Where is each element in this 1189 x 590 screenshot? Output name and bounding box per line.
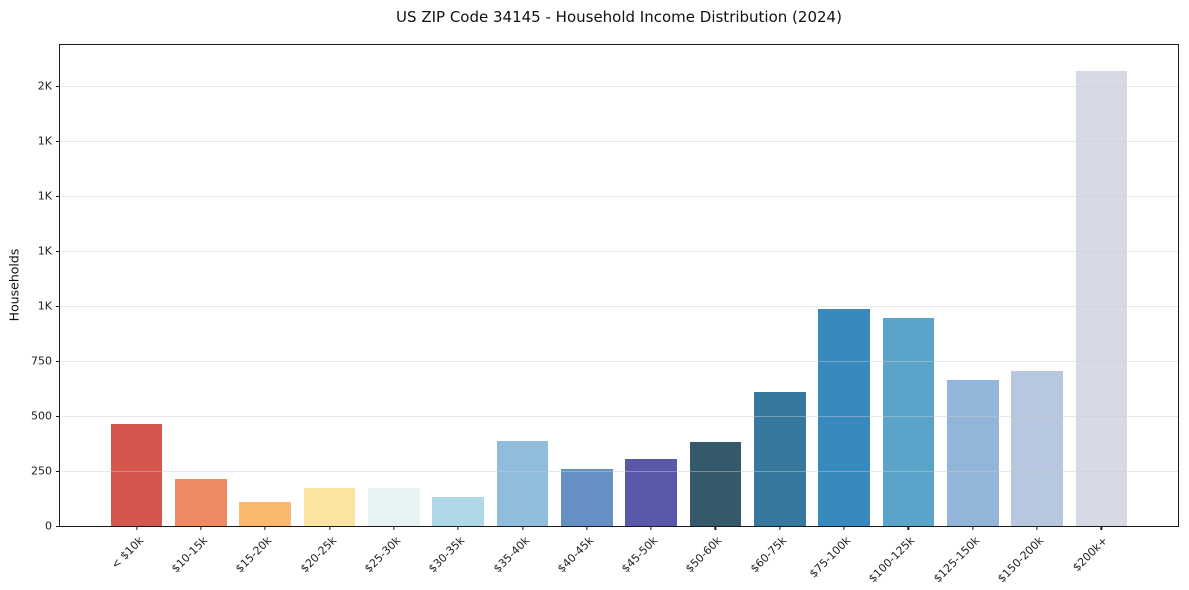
- bar-200k: [1075, 70, 1128, 526]
- bar-15-20k: [239, 502, 291, 526]
- x-tick-label: $125-150k: [930, 534, 982, 586]
- y-tick-mark: [56, 195, 60, 198]
- bar-75-100k: [818, 309, 870, 526]
- y-tick-label: 250: [31, 464, 52, 478]
- bar-30-35k: [432, 496, 484, 526]
- x-tick-label: $25-30k: [361, 534, 404, 576]
- x-tick-label: $20-25k: [297, 534, 339, 576]
- x-tick-mark: [714, 526, 717, 530]
- bar-45-50k: [625, 458, 677, 526]
- bar-50-60k: [689, 441, 742, 526]
- gridline: [60, 250, 1178, 252]
- x-tick-label: $45-50k: [619, 534, 661, 576]
- x-tick-label: $100-125k: [866, 534, 918, 586]
- x-tick-mark: [135, 526, 138, 530]
- x-tick-label: $50-60k: [683, 534, 725, 576]
- plot-area: < $10k $10-15k $15-20k $20-25k $25-30k $30-35…: [31, 44, 1179, 585]
- x-tick-mark: [521, 526, 524, 530]
- x-tick-mark: [586, 526, 588, 530]
- x-tick-label: $75-100k: [807, 534, 854, 581]
- x-tick-label: $30-35k: [426, 534, 468, 576]
- y-tick-mark: [56, 415, 60, 418]
- y-tick-label: 1K: [37, 299, 52, 313]
- y-tick-mark: [56, 250, 60, 253]
- x-tick-mark: [264, 526, 266, 530]
- y-tick-mark: [56, 140, 60, 143]
- bar-150-200k: [1011, 370, 1063, 526]
- bar-20-25k: [303, 488, 356, 526]
- x-tick-mark: [779, 526, 781, 530]
- x-tick-label: $15-20k: [233, 534, 275, 576]
- y-tick-label: 500: [31, 409, 52, 423]
- bar-100-125k: [882, 318, 935, 526]
- gridline: [60, 195, 1178, 197]
- x-tick-mark: [907, 526, 910, 530]
- x-tick-label: < $10k: [108, 534, 146, 572]
- x-tick-label: $60-75k: [747, 534, 790, 576]
- x-tick-mark: [843, 526, 845, 530]
- y-tick-label: 1K: [37, 244, 52, 258]
- x-tick-label: $35-40k: [490, 534, 532, 576]
- bar-10k: [110, 423, 163, 526]
- gridline: [60, 415, 1178, 417]
- x-tick-mark: [972, 526, 974, 530]
- x-tick-mark: [457, 526, 459, 530]
- bar-125-150k: [947, 379, 999, 526]
- gridline: [60, 360, 1178, 362]
- x-tick-mark: [1036, 526, 1038, 530]
- y-axis-label: Households: [6, 248, 22, 322]
- x-tick-mark: [1100, 526, 1103, 530]
- y-tick-label: 1K: [37, 189, 52, 203]
- y-tick-label: 1K: [37, 134, 52, 148]
- x-tick-mark: [328, 526, 331, 530]
- y-tick-mark: [56, 85, 60, 88]
- gridline: [60, 85, 1178, 87]
- x-tick-label: $150-200k: [995, 534, 1047, 586]
- x-tick-label: $10-15k: [168, 534, 211, 576]
- x-tick-mark: [200, 526, 202, 530]
- x-tick-mark: [650, 526, 652, 530]
- y-tick-label: 750: [31, 354, 52, 368]
- chart-title: US ZIP Code 34145 - Household Income Dis…: [396, 8, 842, 26]
- y-tick-mark: [56, 360, 60, 363]
- gridline: [60, 140, 1178, 142]
- bar-60-75k: [754, 391, 806, 526]
- bar-35-40k: [496, 440, 549, 526]
- y-tick-mark: [56, 470, 60, 473]
- bar-10-15k: [175, 479, 227, 526]
- bar-40-45k: [561, 468, 613, 526]
- x-tick-label: $200k+: [1070, 534, 1111, 575]
- gridline: [60, 305, 1178, 307]
- x-tick-label: $40-45k: [554, 534, 597, 576]
- y-tick-label: 2K: [37, 79, 52, 93]
- y-tick-mark: [56, 526, 60, 528]
- x-tick-mark: [393, 526, 395, 530]
- gridline: [60, 470, 1178, 472]
- bar-25-30k: [368, 487, 420, 526]
- y-tick-mark: [56, 305, 60, 308]
- y-tick-label: 0: [45, 519, 52, 533]
